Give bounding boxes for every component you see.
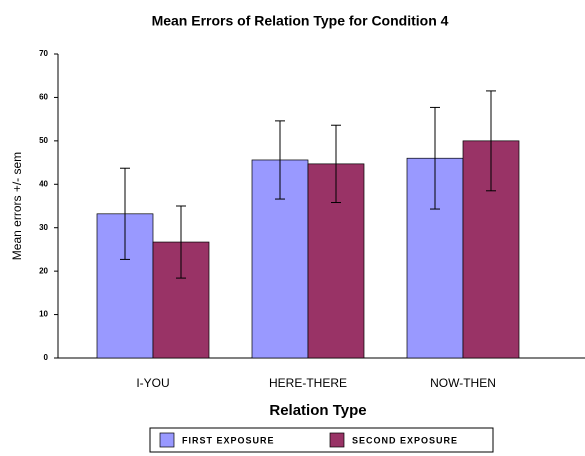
legend-label: FIRST EXPOSURE	[182, 435, 275, 445]
legend-box	[149, 427, 494, 453]
x-tick-label: I-YOU	[136, 376, 169, 390]
y-tick-label: 60	[39, 93, 48, 102]
y-tick-label: 30	[39, 223, 48, 232]
x-axis-label: Relation Type	[269, 402, 366, 419]
y-axis-label: Mean errors +/- sem	[10, 152, 24, 260]
legend-swatch	[329, 432, 345, 448]
x-tick-label: NOW-THEN	[430, 376, 496, 390]
y-tick-label: 70	[39, 49, 48, 58]
y-tick-label: 0	[44, 353, 49, 362]
y-tick-label: 20	[39, 266, 48, 275]
y-tick-label: 50	[39, 136, 48, 145]
chart-title: Mean Errors of Relation Type for Conditi…	[152, 13, 449, 29]
y-tick-label: 40	[39, 179, 48, 188]
y-tick-label: 10	[39, 310, 48, 319]
x-tick-label: HERE-THERE	[269, 376, 347, 390]
legend-swatch	[159, 432, 175, 448]
legend-label: SECOND EXPOSURE	[352, 435, 458, 445]
